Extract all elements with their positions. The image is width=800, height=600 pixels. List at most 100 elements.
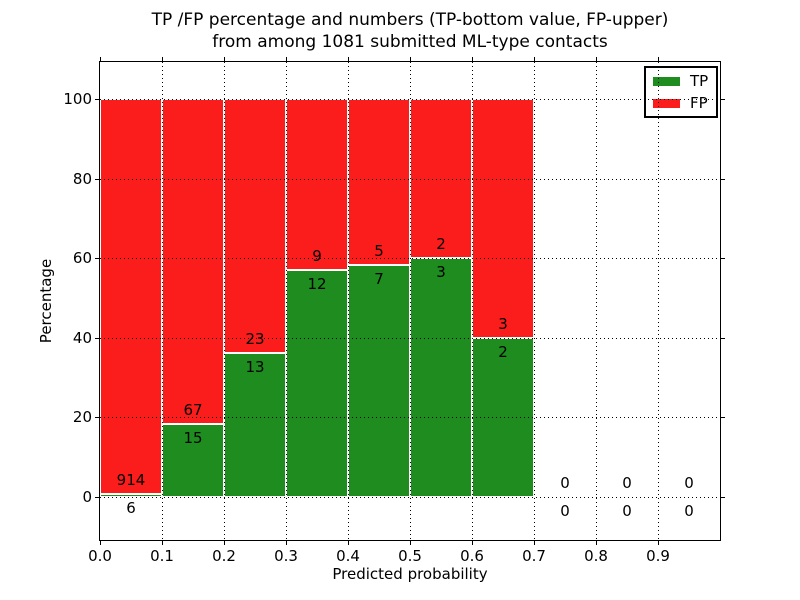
chart-title: TP /FP percentage and numbers (TP-bottom…	[100, 9, 720, 53]
bar-segment-tp	[286, 269, 348, 497]
tp-count-label: 0	[560, 502, 570, 521]
x-tick-label: 0.8	[584, 547, 608, 565]
y-tick-mark	[95, 99, 99, 100]
x-tick-mark	[410, 541, 411, 545]
fp-count-label: 2	[436, 235, 446, 254]
chart-title-line1: TP /FP percentage and numbers (TP-bottom…	[151, 10, 669, 30]
fp-legend-swatch	[653, 98, 680, 108]
fp-count-label: 0	[622, 474, 632, 493]
bar-segment-tp	[162, 424, 224, 497]
x-tick-mark	[596, 541, 597, 545]
gridline-x	[286, 62, 287, 540]
bar-segment-fp	[224, 99, 286, 354]
bar-segment-fp	[410, 99, 472, 259]
plot-area: 0.0 0.1 0.2 0.3 0.4 0.5 0.6 0.7 0.8 0.9 0 20 40 60 80 1…	[63, 57, 725, 565]
fp-count-label: 3	[498, 314, 508, 333]
bar-segment-fp	[472, 99, 534, 338]
y-tick-label: 40	[72, 328, 92, 347]
y-tick-label: 20	[72, 408, 92, 427]
tp-count-label: 2	[498, 342, 508, 361]
y-tick-mark-right	[721, 178, 725, 180]
x-tick-label: 0.6	[460, 547, 484, 565]
fp-count-label: 0	[560, 474, 570, 493]
fp-count-label: 5	[374, 241, 384, 260]
bar-segment-fp	[100, 99, 162, 495]
bar-segment-tp	[410, 258, 472, 497]
x-tick-label: 0.2	[212, 547, 236, 565]
tp-legend-swatch	[653, 76, 680, 86]
x-tick-mark	[658, 541, 659, 545]
y-tick-mark	[95, 417, 99, 419]
legend: TP FP	[644, 66, 719, 118]
x-tick-mark	[162, 541, 163, 545]
bar-segment-tp	[100, 494, 162, 497]
y-tick-label: 100	[63, 90, 92, 108]
x-tick-mark-top	[100, 57, 101, 61]
chart-title-line2: from among 1081 submitted ML-type contac…	[212, 32, 608, 52]
bar-segment-fp	[162, 99, 224, 425]
gridline-x	[596, 62, 597, 540]
tp-count-label: 15	[183, 429, 203, 448]
gridline-x	[534, 62, 535, 540]
y-tick-mark-right	[721, 337, 725, 339]
fp-count-label: 0	[684, 474, 694, 493]
tp-count-label: 0	[622, 502, 632, 521]
y-tick-mark	[95, 497, 99, 499]
x-tick-mark	[472, 541, 473, 545]
x-tick-mark-top	[658, 57, 659, 61]
x-tick-label: 0.1	[150, 547, 174, 565]
y-tick-label: 0	[82, 488, 92, 507]
y-tick-mark-right	[721, 497, 725, 499]
legend-row-tp: TP	[653, 70, 708, 92]
x-tick-mark	[286, 541, 287, 545]
y-tick-label: 60	[72, 249, 92, 268]
x-axis-label: Predicted probability	[332, 565, 488, 583]
gridline-x	[162, 62, 163, 540]
y-tick-mark	[95, 337, 99, 339]
x-tick-label: 0.9	[646, 547, 670, 565]
x-tick-mark-top	[224, 57, 225, 61]
tp-count-label: 7	[374, 269, 384, 288]
x-tick-mark	[348, 541, 349, 545]
fp-count-label: 23	[245, 330, 265, 349]
x-tick-label: 0.4	[336, 547, 360, 565]
y-tick-mark	[95, 258, 99, 260]
x-tick-label: 0.7	[522, 547, 546, 565]
tp-count-label: 12	[307, 274, 327, 293]
gridline-x	[658, 62, 659, 540]
fp-count-label: 9	[312, 246, 322, 265]
tp-count-label: 13	[245, 358, 265, 377]
gridline-x	[472, 62, 473, 540]
x-tick-mark-top	[348, 57, 349, 61]
y-tick-mark-right	[721, 417, 725, 419]
bar-segment-tp	[348, 264, 410, 497]
x-tick-mark-top	[286, 57, 287, 61]
tp-count-label: 0	[684, 502, 694, 521]
bar-segment-fp	[286, 99, 348, 270]
x-tick-mark	[224, 541, 225, 545]
x-tick-mark-top	[410, 57, 411, 61]
x-tick-label: 0.5	[398, 547, 422, 565]
legend-label-tp: TP	[690, 72, 709, 90]
x-tick-mark	[100, 541, 101, 545]
x-tick-mark-top	[534, 57, 535, 61]
tp-count-label: 6	[126, 499, 136, 518]
gridline-x	[224, 62, 225, 540]
x-tick-mark	[534, 541, 535, 545]
tp-count-label: 3	[436, 263, 446, 282]
x-tick-label: 0.0	[88, 547, 112, 565]
y-tick-label: 80	[72, 169, 92, 188]
x-tick-mark-top	[596, 57, 597, 61]
y-tick-mark	[95, 178, 99, 180]
legend-row-fp: FP	[653, 92, 708, 114]
x-tick-mark-top	[472, 57, 473, 61]
fp-count-label: 914	[116, 471, 146, 490]
legend-label-fp: FP	[690, 94, 708, 112]
x-tick-mark-top	[162, 57, 163, 61]
gridline-x	[410, 62, 411, 540]
y-tick-mark-right	[721, 99, 725, 100]
gridline-x	[348, 62, 349, 540]
fp-count-label: 67	[183, 401, 203, 420]
x-tick-label: 0.3	[274, 547, 298, 565]
